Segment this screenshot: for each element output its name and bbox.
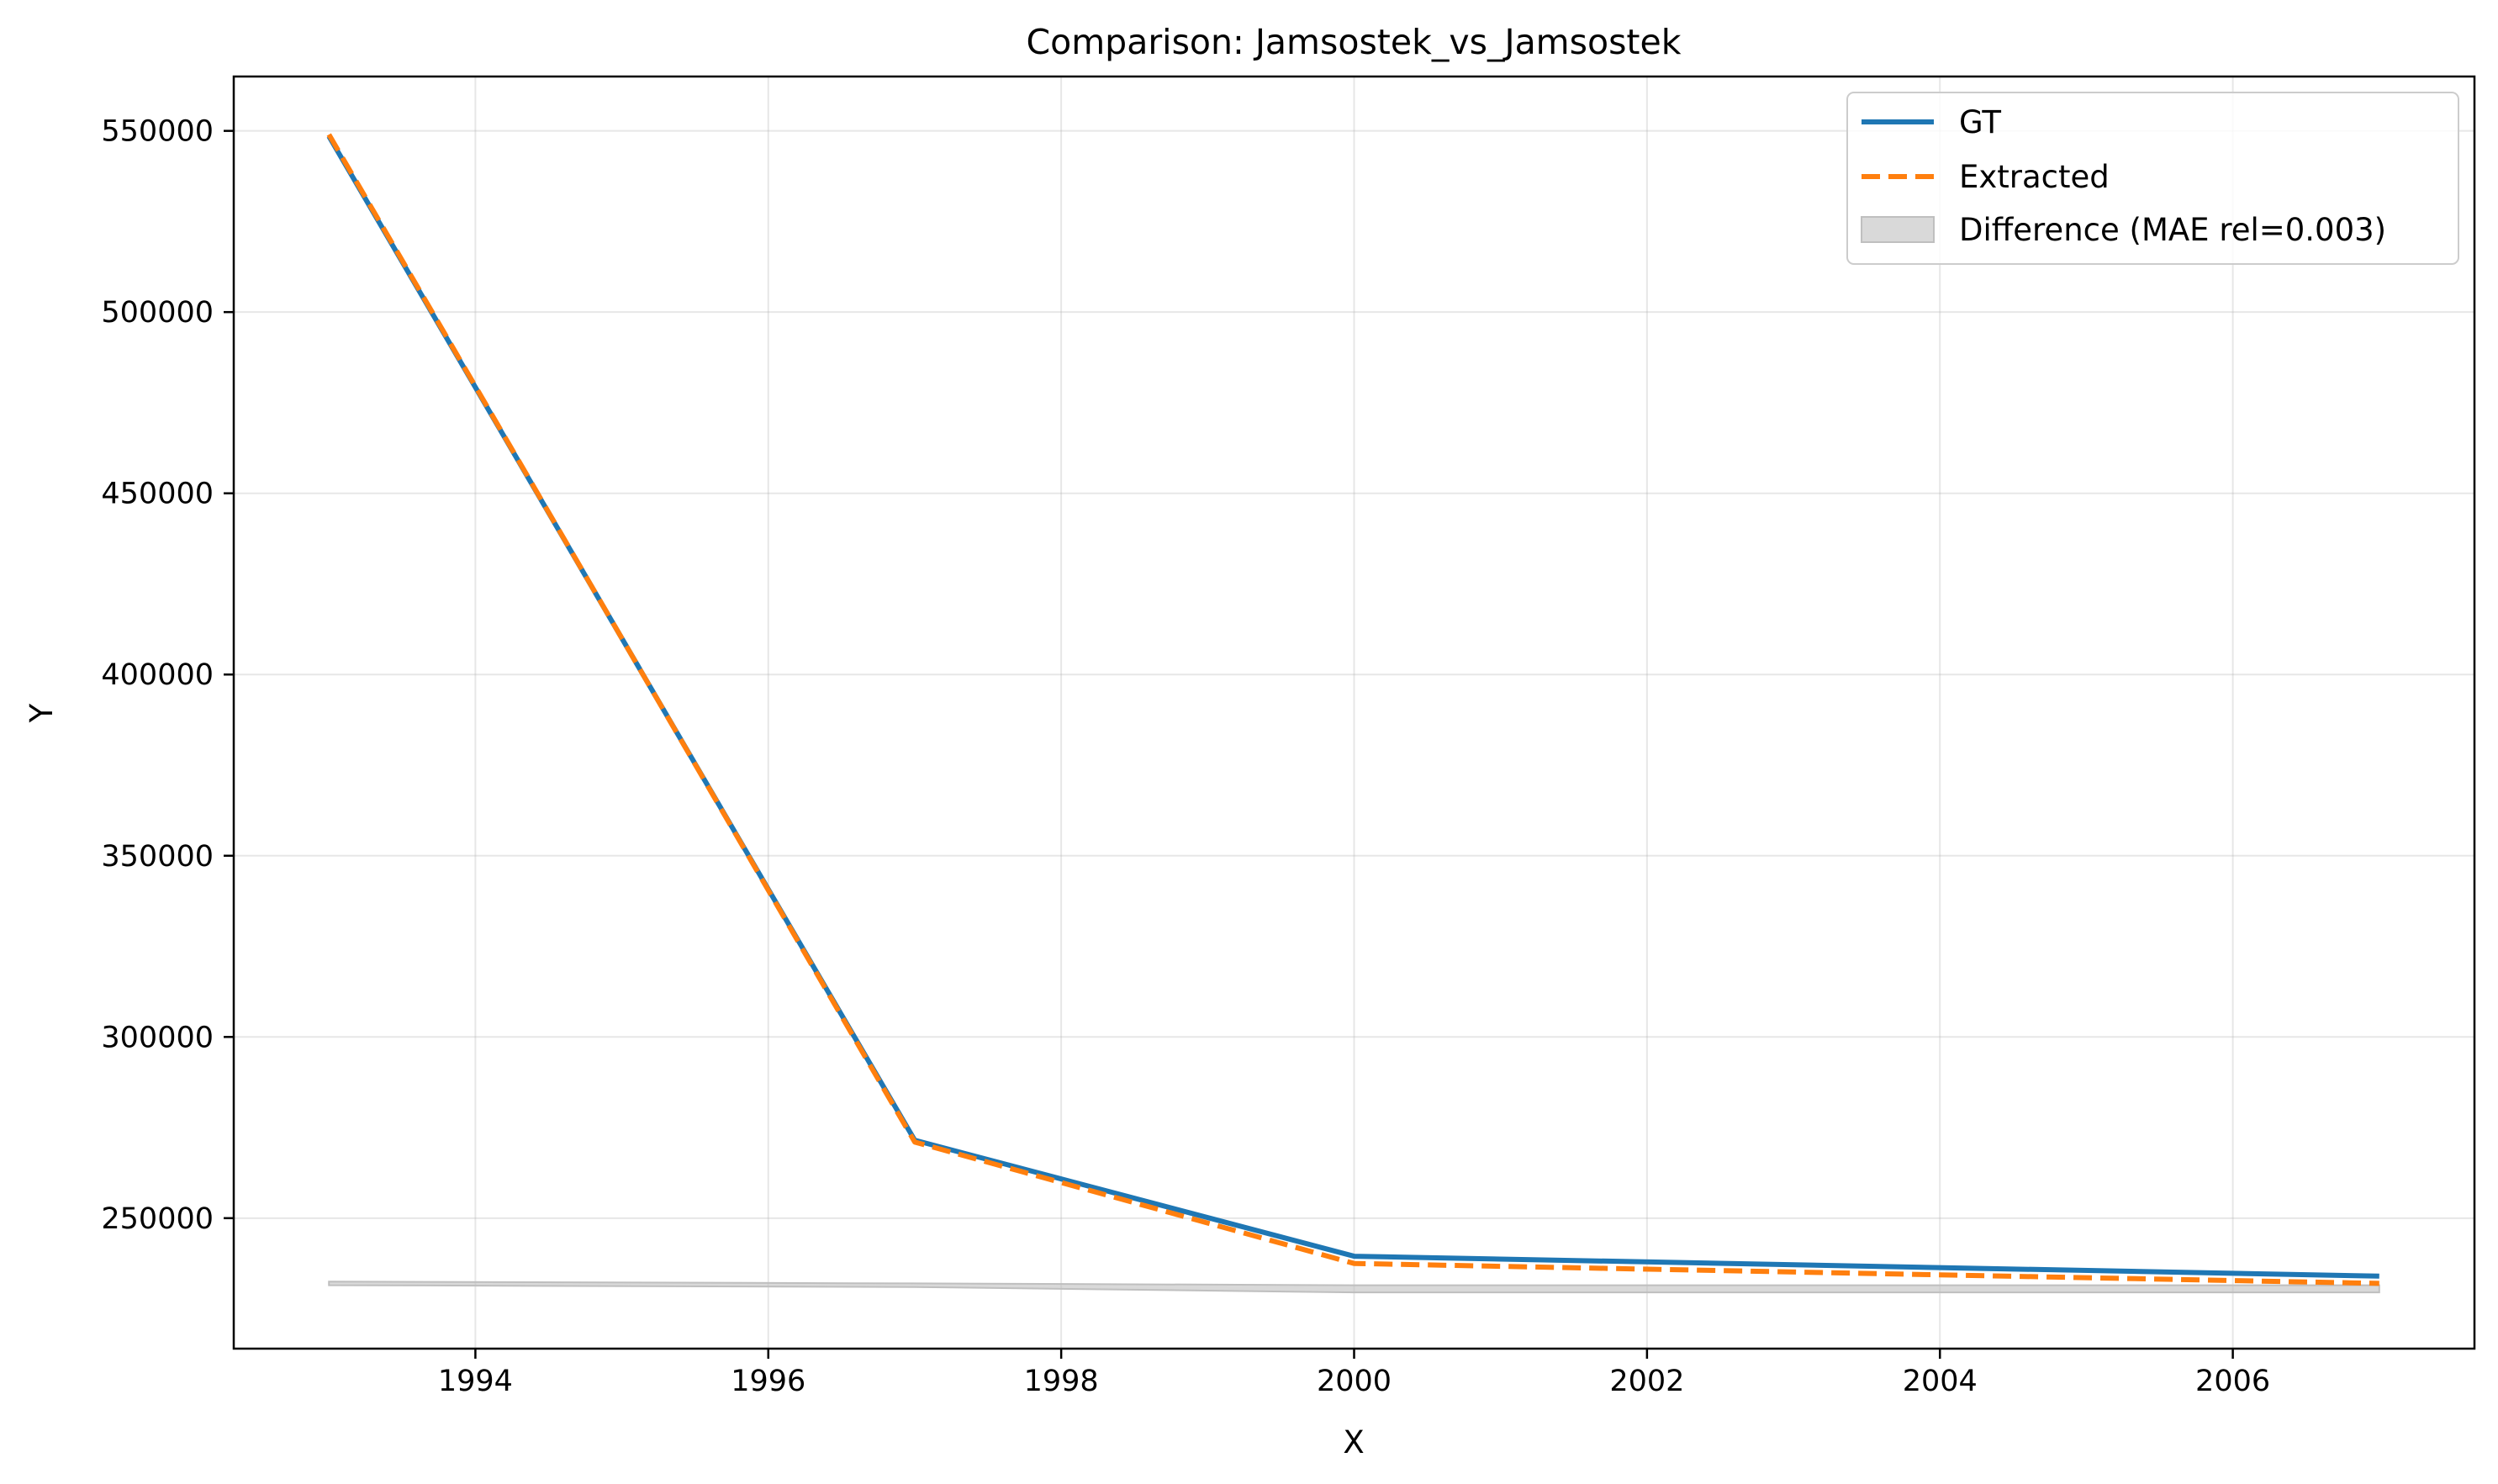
y-tick-label: 400000 [101, 658, 214, 692]
x-tick-label: 1994 [438, 1365, 513, 1398]
y-axis: 250000 300000 350000 400000 450000 500000 5500… [101, 115, 234, 1236]
y-tick-label: 300000 [101, 1021, 214, 1054]
grid [234, 77, 2474, 1349]
x-tick-label: 2000 [1317, 1365, 1392, 1398]
legend: GT Extracted Difference (MAE rel=0.003) [1846, 92, 2459, 265]
y-tick-label: 500000 [101, 296, 214, 330]
legend-label-gt: GT [1959, 104, 2001, 140]
x-tick-label: 1998 [1024, 1365, 1099, 1398]
x-axis: 1994 1996 1998 2000 2002 2004 2006 [438, 1349, 2270, 1398]
legend-label-extracted: Extracted [1959, 159, 2110, 195]
y-axis-label: Y [24, 703, 60, 723]
x-tick-label: 1996 [731, 1365, 805, 1398]
y-tick-label: 250000 [101, 1202, 214, 1236]
series-layer [326, 133, 2379, 1286]
y-tick-label: 350000 [101, 840, 214, 874]
x-tick-label: 2002 [1609, 1365, 1684, 1398]
legend-swatch-difference [1861, 216, 1935, 243]
legend-label-difference: Difference (MAE rel=0.003) [1959, 212, 2386, 248]
x-axis-label: X [1343, 1424, 1364, 1460]
x-tick-label: 2004 [1903, 1365, 1978, 1398]
difference-band-layer [328, 1281, 2380, 1294]
difference-band [328, 1281, 2380, 1294]
chart-title: Comparison: Jamsostek_vs_Jamsostek [1027, 22, 1682, 62]
y-tick-label: 550000 [101, 115, 214, 149]
legend-box [1846, 92, 2459, 265]
series-line-extracted [326, 133, 2379, 1286]
x-tick-label: 2006 [2195, 1365, 2270, 1398]
y-tick-label: 450000 [101, 478, 214, 511]
